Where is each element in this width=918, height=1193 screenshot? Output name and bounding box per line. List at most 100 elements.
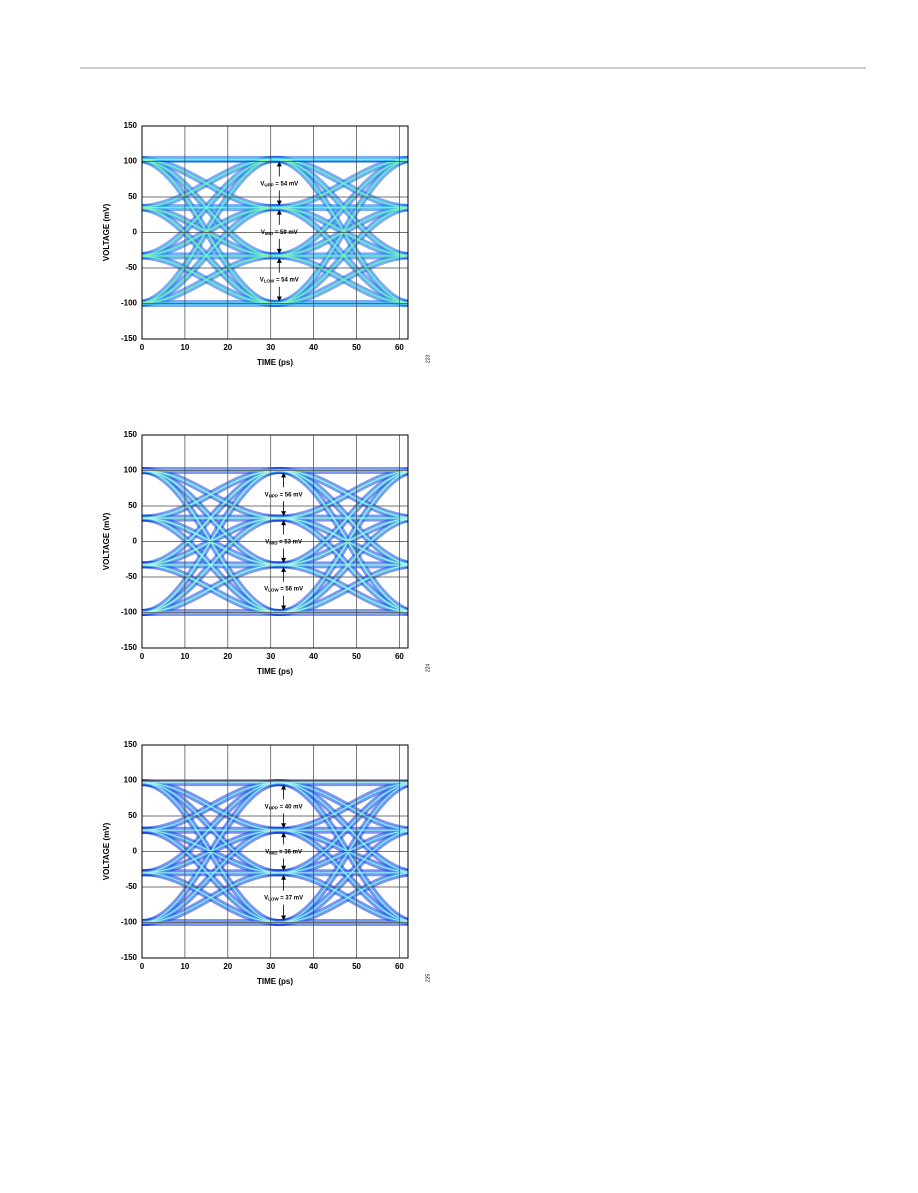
annotation-subscript: MID — [265, 231, 274, 236]
eye-trace — [142, 470, 143, 472]
eye-trace — [417, 830, 554, 922]
eye-trace — [142, 782, 143, 785]
eye-trace — [142, 610, 143, 613]
arrow-head — [281, 520, 287, 526]
eye-trace — [142, 470, 143, 473]
eye-trace — [142, 610, 143, 613]
plot-frame — [141, 125, 409, 340]
eye-trace — [412, 208, 549, 256]
y-tick-label: 50 — [128, 501, 137, 510]
eye-trace — [142, 608, 143, 613]
eye-trace — [412, 159, 549, 207]
eye-trace — [142, 470, 143, 473]
eye-trace — [0, 208, 137, 304]
eye-trace — [417, 783, 554, 873]
eye-trace — [0, 159, 137, 256]
eye-trace — [0, 208, 137, 256]
eye-trace — [142, 830, 143, 831]
y-tick-label: -150 — [121, 643, 138, 652]
eye-trace — [412, 256, 549, 304]
eye-trace — [142, 830, 143, 831]
eye-trace — [142, 470, 143, 472]
eye-trace — [274, 159, 408, 257]
eye-trace — [0, 256, 137, 304]
eye-trace — [417, 783, 554, 831]
annotation-subscript: UPP — [269, 493, 278, 498]
y-tick-label: -100 — [121, 299, 138, 308]
annotation-symbol: V — [261, 229, 265, 235]
eye-trace — [0, 159, 137, 207]
eye-trace — [412, 159, 549, 207]
eye-trace — [142, 518, 143, 519]
eye-trace — [417, 873, 554, 923]
y-tick-label: 150 — [124, 430, 138, 439]
y-tick-label: 0 — [133, 847, 138, 856]
eye-trace — [412, 159, 549, 207]
eye-trace — [417, 783, 554, 923]
eye-trace — [142, 207, 276, 304]
eye-annotation: VLOW = 56 mV — [264, 586, 303, 593]
eye-trace — [417, 518, 554, 612]
eye-trace — [417, 873, 554, 923]
eye-trace — [142, 782, 143, 787]
y-tick-label: 100 — [124, 466, 138, 475]
eye-trace — [412, 256, 549, 304]
eye-trace — [412, 256, 549, 304]
eye-trace — [417, 783, 554, 831]
eye-trace — [417, 783, 554, 873]
eye-trace — [417, 830, 554, 922]
eye-trace — [0, 256, 137, 304]
eye-annotation: VUPP = 56 mV — [265, 492, 303, 499]
x-tick-label: 50 — [352, 962, 361, 971]
eye-trace — [412, 159, 549, 256]
annotation-subscript: UPP — [269, 806, 278, 811]
eye-trace — [0, 208, 137, 304]
arrow-head — [281, 874, 287, 880]
eye-trace — [412, 208, 549, 304]
eye-trace — [142, 470, 143, 475]
eye-trace — [0, 208, 137, 256]
eye-trace — [142, 470, 143, 473]
annotation-value: = 59 mV — [273, 229, 298, 235]
annotation-value: = 56 mV — [278, 492, 303, 498]
eye-trace — [142, 920, 143, 923]
eye-trace — [0, 159, 137, 303]
eye-trace — [417, 518, 554, 565]
eye-annotation: VLOW = 37 mV — [264, 895, 303, 902]
eye-trace — [142, 918, 143, 923]
eye-trace — [417, 471, 554, 565]
eye-trace — [412, 208, 549, 304]
eye-trace — [142, 158, 276, 304]
eye-trace — [412, 208, 549, 256]
eye-trace — [142, 470, 143, 475]
eye-trace — [142, 517, 280, 614]
arrow-head — [276, 248, 282, 254]
eye-trace — [0, 208, 137, 304]
annotation-symbol: V — [264, 895, 268, 901]
eye-trace — [142, 920, 143, 923]
annotation-symbol: V — [265, 804, 269, 810]
eye-trace — [142, 921, 143, 923]
arrow-head — [281, 823, 287, 829]
eye-trace — [417, 518, 554, 565]
y-tick-label: -100 — [121, 608, 138, 617]
y-tick-label: -150 — [121, 334, 138, 343]
y-tick-label: -100 — [121, 918, 138, 927]
eye-trace — [0, 159, 137, 256]
y-tick-label: 100 — [124, 776, 138, 785]
eye-trace — [142, 517, 143, 519]
eye-trace — [417, 518, 554, 612]
eye-trace — [142, 828, 143, 831]
eye-trace — [417, 783, 554, 923]
annotation-subscript: LOW — [268, 897, 279, 902]
eye-annotation: VMID = 36 mV — [265, 849, 302, 856]
x-tick-label: 0 — [140, 343, 145, 352]
annotation-value: = 37 mV — [279, 895, 304, 901]
eye-trace — [142, 469, 280, 519]
eye-trace — [412, 159, 549, 303]
eye-trace — [142, 469, 280, 566]
eye-trace — [417, 783, 554, 923]
x-tick-label: 30 — [266, 652, 275, 661]
eye-trace — [279, 518, 408, 614]
eye-trace — [142, 826, 143, 831]
